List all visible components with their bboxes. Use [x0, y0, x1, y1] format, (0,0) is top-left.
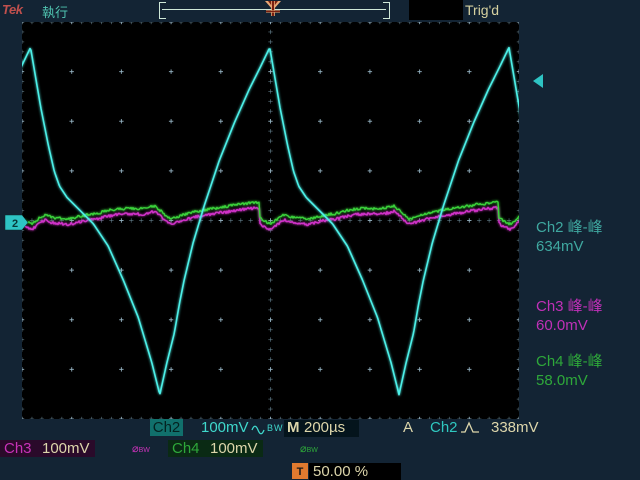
svg-text:B: B [267, 423, 273, 433]
svg-text:T: T [297, 466, 304, 478]
svg-text:W: W [274, 423, 283, 433]
svg-text:2: 2 [12, 218, 18, 230]
